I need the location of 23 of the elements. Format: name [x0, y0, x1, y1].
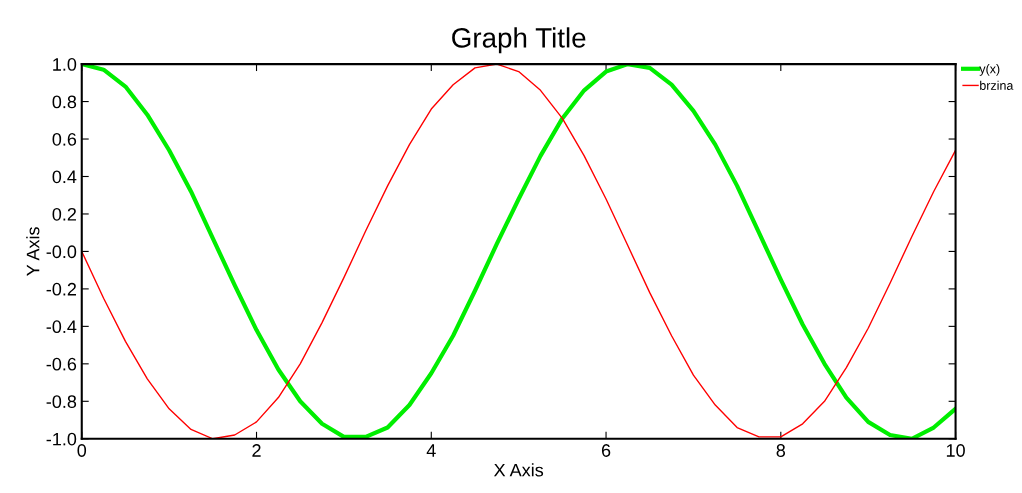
- y-tick-label: -1.0: [46, 432, 77, 446]
- x-tick-label: 0: [77, 444, 87, 457]
- y-tick-label: -0.2: [46, 282, 76, 296]
- legend-label: y(x): [979, 64, 1000, 76]
- x-tick-label: 8: [776, 444, 786, 457]
- line-series: [81, 64, 956, 439]
- y-tick-label: -0.6: [46, 357, 77, 371]
- x-tick-label: 4: [426, 444, 436, 457]
- x-tick-label: 10: [946, 444, 965, 457]
- chart-title: Graph Title: [452, 27, 586, 54]
- y-tick-label: -0.8: [46, 395, 77, 409]
- x-tick-label: 6: [601, 444, 611, 457]
- y-tick-label: 0.6: [52, 132, 77, 146]
- y-tick-label: 0.8: [52, 95, 77, 109]
- y-tick-label: -0.4: [46, 320, 77, 334]
- legend-label: brzina: [980, 80, 1014, 90]
- x-axis-title: X Axis: [493, 463, 544, 477]
- y-axis-title: Y Axis: [26, 227, 40, 276]
- y-tick-label: 0.2: [52, 207, 76, 221]
- y-tick-label: -0.0: [46, 245, 77, 259]
- x-tick-label: 2: [252, 444, 261, 457]
- y-tick-label: 1.0: [53, 58, 77, 71]
- y-tick-label: 0.4: [52, 170, 77, 184]
